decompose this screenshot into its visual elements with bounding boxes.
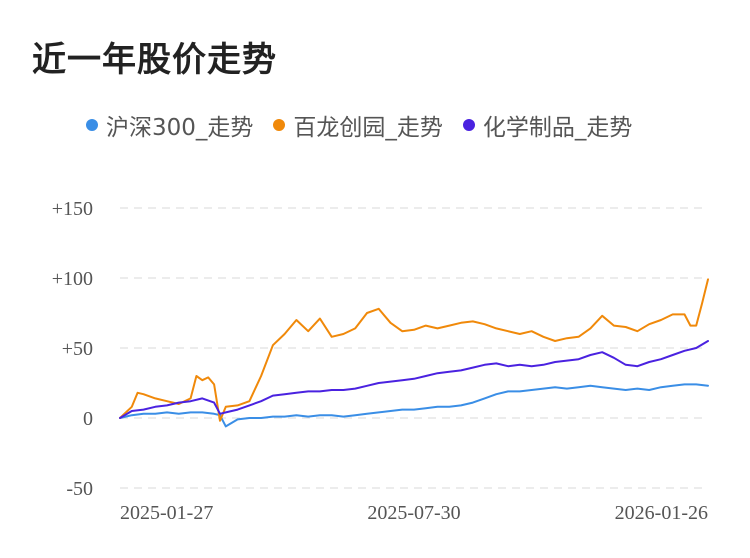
series-line-2 <box>119 340 709 419</box>
y-tick-label: +50 <box>62 338 93 360</box>
legend-dot-chemicals <box>462 119 475 131</box>
y-tick-label: +150 <box>52 198 93 220</box>
legend-item-hs300[interactable]: 沪深300_走势 <box>86 108 253 142</box>
legend-dot-hs300 <box>86 119 98 131</box>
legend: 沪深300_走势 百龙创园_走势 化学制品_走势 <box>86 108 652 142</box>
series-line-0 <box>119 383 709 428</box>
x-tick-label: 2025-07-30 <box>367 502 460 524</box>
chart-title: 近一年股价走势 <box>32 40 277 80</box>
y-tick-label: -50 <box>66 478 93 500</box>
legend-label-hs300: 沪深300_走势 <box>106 115 254 141</box>
legend-label-bailong: 百龙创园_走势 <box>293 115 443 141</box>
legend-item-bailong[interactable]: 百龙创园_走势 <box>273 108 443 142</box>
x-tick-label: 2025-01-27 <box>120 502 213 524</box>
series-line-1 <box>119 278 709 422</box>
legend-dot-bailong <box>273 119 286 131</box>
y-tick-label: 0 <box>83 408 93 430</box>
y-tick-label: +100 <box>52 268 93 290</box>
legend-label-chemicals: 化学制品_走势 <box>482 115 633 141</box>
legend-item-chemicals[interactable]: 化学制品_走势 <box>462 108 633 142</box>
x-tick-label: 2026-01-26 <box>615 502 708 524</box>
